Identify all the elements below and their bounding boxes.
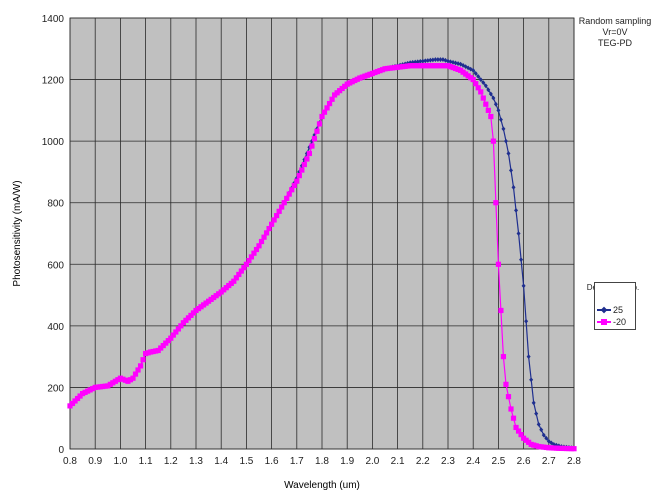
x-tick-label: 2.3: [441, 456, 455, 467]
data-point: [488, 114, 493, 119]
legend-swatch-diamond-icon: [597, 306, 611, 314]
x-tick-label: 2.4: [466, 456, 480, 467]
x-tick-label: 0.8: [63, 456, 77, 467]
data-point: [294, 179, 299, 184]
data-point: [481, 95, 486, 100]
data-point: [508, 406, 513, 411]
x-tick-label: 1.6: [265, 456, 279, 467]
y-tick-label: 600: [47, 260, 64, 271]
x-tick-label: 2.0: [365, 456, 379, 467]
data-point: [486, 108, 491, 113]
x-tick-label: 1.0: [113, 456, 127, 467]
x-tick-label: 1.1: [139, 456, 153, 467]
grid: [70, 18, 574, 449]
data-point: [140, 357, 145, 362]
data-point: [491, 139, 496, 144]
x-tick-label: 1.8: [315, 456, 329, 467]
data-point: [493, 200, 498, 205]
data-point: [297, 173, 302, 178]
x-tick-label: 2.8: [567, 456, 581, 467]
data-point: [307, 151, 312, 156]
x-tick-label: 2.6: [517, 456, 531, 467]
y-tick-label: 0: [58, 445, 64, 456]
annotation-line: TEG-PD: [575, 38, 655, 49]
data-point: [299, 167, 304, 172]
data-point: [503, 382, 508, 387]
x-tick-label: 1.5: [239, 456, 253, 467]
x-tick-label: 2.5: [491, 456, 505, 467]
x-tick-label: 2.1: [391, 456, 405, 467]
data-point: [511, 416, 516, 421]
annotation-line: Random sampling: [575, 16, 655, 27]
y-tick-label: 1000: [42, 137, 65, 148]
data-point: [302, 162, 307, 167]
legend: 25 -20: [594, 282, 636, 330]
legend-label: 25: [613, 305, 623, 315]
x-tick-label: 1.2: [164, 456, 178, 467]
data-point: [478, 89, 483, 94]
x-tick-label: 1.3: [189, 456, 203, 467]
data-point: [496, 262, 501, 267]
data-point: [309, 143, 314, 148]
annotation-line: Vr=0V: [575, 27, 655, 38]
legend-item: -20: [597, 317, 626, 327]
data-point: [506, 394, 511, 399]
y-tick-label: 1200: [42, 76, 65, 87]
legend-item: 25: [597, 305, 623, 315]
x-tick-label: 0.9: [88, 456, 102, 467]
legend-swatch-square-icon: [597, 318, 611, 326]
y-tick-label: 200: [47, 383, 64, 394]
data-point: [317, 121, 322, 126]
data-point: [501, 354, 506, 359]
annotation: Random sampling Vr=0V TEG-PD: [575, 16, 655, 49]
data-point: [304, 156, 309, 161]
x-tick-label: 1.7: [290, 456, 304, 467]
y-axis-label: Photosensitivity (mA/W): [12, 180, 23, 286]
y-tick-label: 400: [47, 322, 64, 333]
x-axis-label: Wavelength (um): [284, 480, 360, 491]
y-tick-label: 800: [47, 199, 64, 210]
data-point: [483, 102, 488, 107]
data-point: [498, 308, 503, 313]
data-point: [571, 446, 576, 451]
x-tick-label: 2.2: [416, 456, 430, 467]
x-tick-label: 2.7: [542, 456, 556, 467]
data-point: [314, 129, 319, 134]
legend-label: -20: [613, 317, 626, 327]
x-tick-label: 1.4: [214, 456, 228, 467]
x-tick-label: 1.9: [340, 456, 354, 467]
y-tick-label: 1400: [42, 14, 65, 25]
data-point: [312, 136, 317, 141]
data-point: [138, 363, 143, 368]
